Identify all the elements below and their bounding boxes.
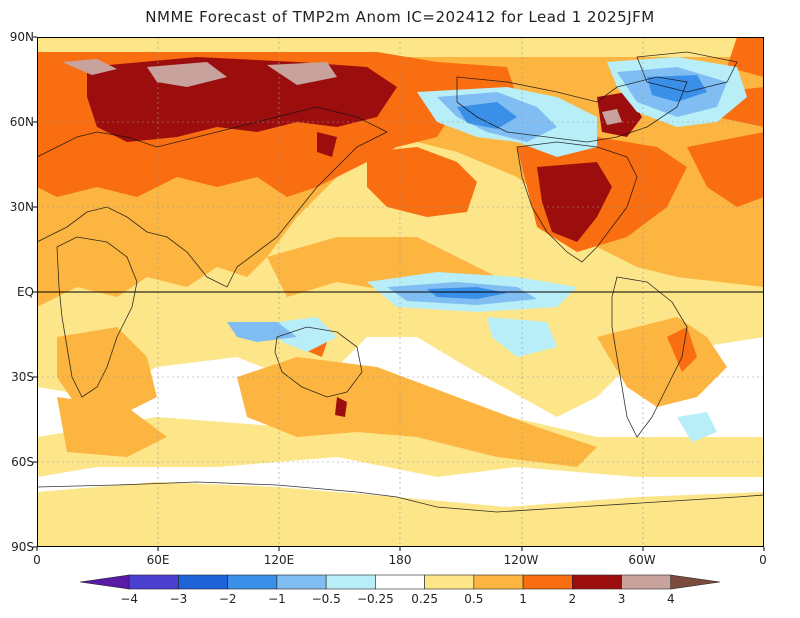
lon-label-60w: 60W — [628, 553, 656, 567]
lon-label-120e: 120E — [263, 553, 295, 567]
colorbar-label: 0.5 — [464, 592, 484, 606]
colorbar-segment — [424, 574, 475, 590]
lon-label-0-east: 0 — [759, 553, 767, 567]
lat-label-60s: 60S — [11, 455, 34, 469]
colorbar-segment — [276, 574, 327, 590]
colorbar-segment — [178, 574, 228, 590]
colorbar-label: −2 — [218, 592, 237, 606]
colorbar-label: 0.25 — [411, 592, 438, 606]
colorbar-label: −0.25 — [356, 592, 394, 606]
lat-label-60n: 60N — [9, 115, 34, 129]
lon-label-180: 180 — [388, 553, 412, 567]
map-frame — [37, 37, 764, 547]
colorbar — [79, 574, 721, 590]
lat-label-30s: 30S — [11, 370, 34, 384]
lon-label-120w: 120W — [503, 553, 539, 567]
colorbar-label: 1 — [519, 592, 527, 606]
colorbar-segment — [128, 574, 179, 590]
colorbar-segment — [473, 574, 524, 590]
lat-label-90n: 90N — [9, 30, 34, 44]
colorbar-segment — [227, 574, 278, 590]
colorbar-segment — [375, 574, 425, 590]
lat-label-eq: EQ — [16, 285, 34, 299]
colorbar-segment — [325, 574, 376, 590]
anomaly-map — [37, 37, 764, 547]
colorbar-label: −1 — [268, 592, 286, 606]
anomaly-3-4 — [62, 59, 622, 125]
colorbar-segment — [522, 574, 573, 590]
lat-label-90s: 90S — [11, 540, 34, 554]
map-title: NMME Forecast of TMP2m Anom IC=202412 fo… — [145, 8, 655, 26]
colorbar-label: 3 — [617, 592, 626, 606]
colorbar-label: 4 — [666, 592, 675, 606]
colorbar-segment — [572, 574, 622, 590]
colorbar-segment — [79, 574, 130, 590]
colorbar-label: −3 — [169, 592, 188, 606]
coastlines — [37, 51, 764, 513]
colorbar-segment — [621, 574, 672, 590]
colorbar-label: −4 — [120, 592, 139, 606]
colorbar-label: −0.5 — [311, 592, 341, 606]
lon-label-60e: 60E — [146, 553, 170, 567]
colorbar-label: 2 — [568, 592, 577, 606]
colorbar-segment — [670, 574, 721, 590]
lon-label-0-west: 0 — [33, 553, 41, 567]
lat-label-30n: 30N — [9, 200, 34, 214]
